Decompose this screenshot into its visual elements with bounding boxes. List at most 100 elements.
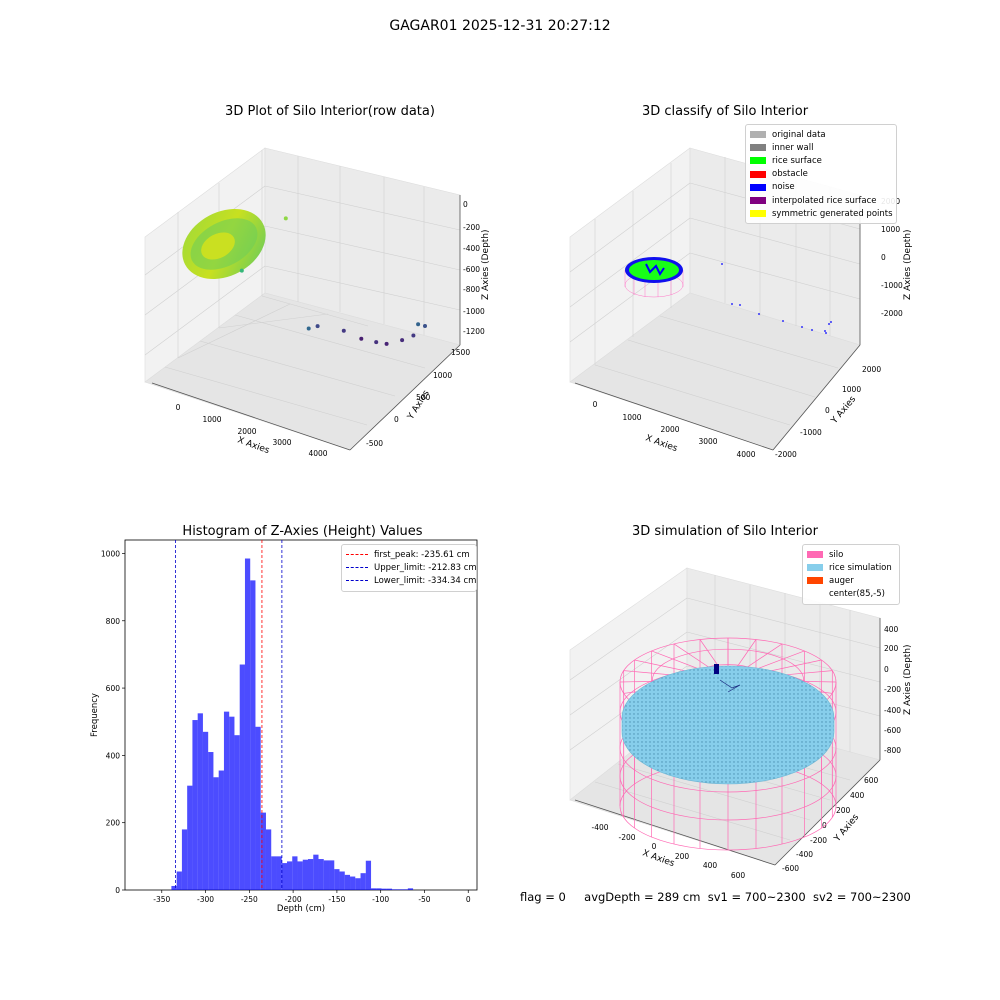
- z-tick-label: -1000: [463, 307, 485, 316]
- flag-text: flag = 0: [520, 890, 566, 904]
- outlier-point: [341, 328, 346, 333]
- histogram-bar: [213, 777, 219, 890]
- histogram-bar: [392, 889, 398, 890]
- rice-surface-points: [625, 257, 683, 283]
- x-tick-label: -100: [372, 895, 389, 904]
- x-tick-label: 1000: [202, 415, 221, 424]
- z-tick-label: 0: [884, 665, 889, 674]
- histogram-bar: [339, 871, 345, 890]
- noise-point: [825, 332, 827, 334]
- legend-label: Upper_limit: -212.83 cm: [374, 562, 477, 573]
- z-tick-label: 0: [881, 253, 886, 262]
- histogram-bar: [250, 580, 256, 890]
- y-tick-label: 400: [106, 751, 121, 760]
- outlier-points: [239, 216, 427, 346]
- status-line: flag = 0 avgDepth = 289 cm sv1 = 700~230…: [520, 890, 911, 904]
- histogram-bar: [381, 888, 387, 890]
- y-tick-label: 500: [416, 393, 431, 402]
- legend-swatch: [750, 170, 766, 178]
- y-axis-label: Y Axies: [829, 394, 858, 426]
- y-tick-label: 1000: [101, 549, 120, 558]
- z-tick-label: -400: [884, 706, 901, 715]
- legend-label: noise: [772, 182, 795, 193]
- outlier-point: [359, 336, 364, 341]
- legend-entry: rice simulation: [807, 561, 895, 574]
- panel2-chart: 01000200030004000-2000-10000100020002000…: [569, 147, 913, 459]
- histogram-bar: [308, 859, 314, 890]
- noise-point: [782, 320, 784, 322]
- rice-simulation-surface: [621, 665, 835, 785]
- y-tick-label: -400: [796, 850, 813, 859]
- x-tick-label: -150: [328, 895, 345, 904]
- x-axis-label: X Axies: [641, 848, 676, 869]
- histogram-bar: [281, 863, 287, 890]
- legend-swatch: [750, 144, 766, 152]
- x-tick-label: -200: [285, 895, 302, 904]
- x-axis-label: Depth (cm): [277, 904, 325, 914]
- z-axis-label: Z Axies (Depth): [903, 644, 913, 715]
- y-tick-label: 0: [115, 886, 120, 895]
- legend-swatch: [346, 554, 368, 556]
- histogram-bar: [402, 889, 408, 890]
- y-tick-label: 200: [106, 819, 121, 828]
- y-tick-label: 600: [864, 776, 879, 785]
- outlier-point: [374, 340, 379, 345]
- x-tick-label: 3000: [698, 437, 717, 446]
- x-axis-label: X Axies: [644, 433, 679, 454]
- z-tick-label: -800: [463, 285, 480, 294]
- legend-entry: original data: [750, 128, 892, 141]
- legend-entry: inner wall: [750, 141, 892, 154]
- legend-label: silo: [829, 549, 844, 560]
- axis-lines: [574, 618, 881, 866]
- y-tick-label: 400: [850, 791, 865, 800]
- z-tick-label: 1000: [881, 225, 900, 234]
- x-tick-label: -200: [618, 833, 635, 842]
- z-tick-label: -200: [884, 685, 901, 694]
- histogram-bar: [318, 859, 324, 890]
- threshold-lines: [175, 540, 283, 890]
- legend-entry: first_peak: -235.61 cm: [346, 548, 472, 561]
- x-tick-label: 0: [176, 403, 181, 412]
- figure-title: GAGAR01 2025-12-31 20:27:12: [389, 18, 611, 34]
- outlier-point: [315, 324, 320, 329]
- z-axis-label: Z Axies (Depth): [481, 229, 491, 300]
- histogram-bar: [197, 713, 203, 890]
- legend-entry: auger: [807, 574, 895, 587]
- histogram-bar: [244, 558, 251, 890]
- z-axis-label: Z Axies (Depth): [903, 229, 913, 300]
- histogram-bar: [323, 860, 330, 890]
- histogram-bar: [407, 888, 414, 890]
- legend-entry: obstacle: [750, 168, 892, 181]
- z-tick-label: 0: [463, 200, 468, 209]
- z-tick-label: -200: [463, 223, 480, 232]
- x-tick-label: 1000: [622, 413, 641, 422]
- histogram-bar: [234, 735, 240, 890]
- tick-labels: -400 -200 0 200 400 600 -600 -400 -200 0 200 400 600…: [591, 625, 901, 880]
- histogram-bar: [329, 860, 335, 890]
- outlier-point: [423, 324, 427, 328]
- outlier-point: [283, 216, 288, 221]
- legend-entry: symmetric generated points: [750, 207, 893, 220]
- legend-label: original data: [772, 129, 826, 140]
- x-tick-label: 600: [731, 871, 746, 880]
- z-tick-label: -1000: [881, 281, 903, 290]
- histogram-bar: [208, 752, 214, 890]
- histogram-bar: [223, 711, 230, 890]
- histogram-bar: [313, 854, 319, 890]
- y-tick-label: -2000: [775, 450, 797, 459]
- outlier-point: [384, 341, 389, 346]
- y-tick-label: 2000: [862, 365, 881, 374]
- y-tick-label: 600: [106, 684, 121, 693]
- y-tick-label: 200: [836, 806, 851, 815]
- noise-point: [801, 326, 803, 328]
- x-tick-label: -350: [153, 895, 170, 904]
- grid-lines: [569, 157, 861, 426]
- x-tick-label: -250: [241, 895, 258, 904]
- panel1-title: 3D Plot of Silo Interior(row data): [225, 104, 435, 119]
- legend-swatch: [807, 564, 823, 572]
- x-tick-label: 0: [466, 895, 471, 904]
- histogram-bar: [271, 856, 277, 890]
- legend-entry: Lower_limit: -334.34 cm: [346, 574, 476, 587]
- noise-point: [828, 323, 830, 325]
- legend-label: inner wall: [772, 142, 814, 153]
